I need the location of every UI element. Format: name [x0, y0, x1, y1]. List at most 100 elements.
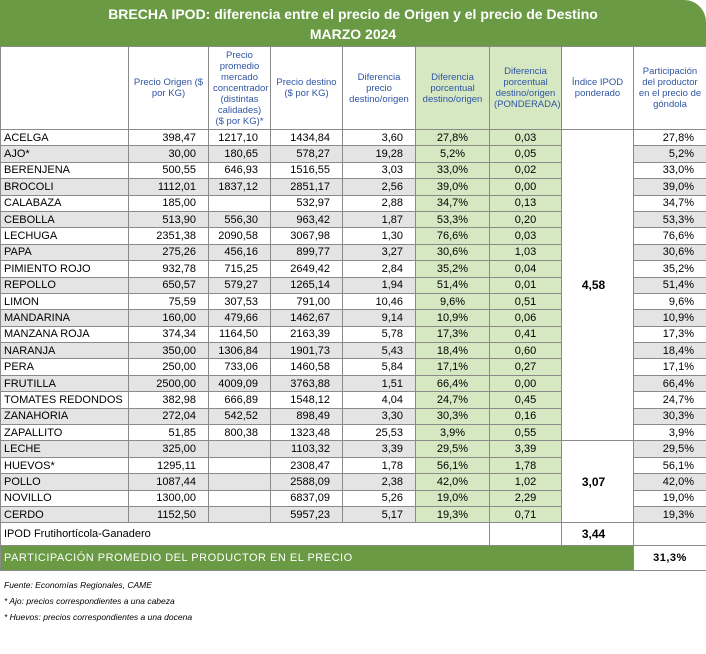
- ipod-value: 3,44: [561, 522, 634, 547]
- cell: 398,47: [128, 128, 209, 147]
- participacion-label: PARTICIPACIÓN PROMEDIO DEL PRODUCTOR EN …: [0, 545, 634, 572]
- cell: 30,6%: [633, 243, 706, 262]
- cell: 3067,98: [270, 227, 343, 245]
- header-cell: Índice IPOD ponderado: [561, 46, 634, 130]
- row-name: NOVILLO: [0, 489, 129, 507]
- cell: 17,1%: [633, 358, 706, 376]
- cell: 51,85: [128, 424, 209, 442]
- row-name: CEBOLLA: [0, 210, 129, 229]
- header-cell: Precio Origen ($ por KG): [128, 46, 209, 130]
- cell: 24,7%: [415, 391, 490, 409]
- cell: 24,7%: [633, 391, 706, 409]
- cell: 0,05: [489, 145, 562, 163]
- cell: 29,5%: [415, 440, 490, 458]
- cell: 0,71: [489, 505, 562, 524]
- cell: 272,04: [128, 407, 209, 426]
- cell: 76,6%: [415, 227, 490, 245]
- cell: 0,06: [489, 309, 562, 327]
- cell: 2308,47: [270, 456, 343, 475]
- cell: 0,02: [489, 161, 562, 180]
- cell: 10,46: [342, 292, 416, 311]
- cell: 35,2%: [633, 260, 706, 278]
- cell: 1462,67: [270, 309, 343, 327]
- cell: 307,53: [208, 292, 271, 311]
- cell: 1,87: [342, 210, 416, 229]
- note: * Ajo: precios correspondientes a una ca…: [4, 596, 175, 607]
- data-row: AJO* 30,00 180,65 578,27 19,28 5,2% 0,05 5,2%: [0, 145, 706, 163]
- cell: 180,65: [208, 145, 271, 163]
- note: Fuente: Economías Regionales, CAME: [4, 580, 152, 591]
- ipod-row: IPOD Frutihortícola-Ganadero 3,44: [0, 522, 706, 547]
- cell: 374,34: [128, 325, 209, 344]
- cell: 10,9%: [633, 309, 706, 327]
- row-name: ACELGA: [0, 128, 129, 147]
- data-row: PERA 250,00 733,06 1460,58 5,84 17,1% 0,27 17,1…: [0, 358, 706, 376]
- cell: 6837,09: [270, 489, 343, 507]
- cell: [208, 489, 271, 507]
- cell: 9,6%: [415, 292, 490, 311]
- cell: 27,8%: [633, 128, 706, 147]
- data-row: FRUTILLA 2500,00 4009,09 3763,88 1,51 66,4% 0,…: [0, 374, 706, 393]
- header-cell: Diferencia porcentual destino/origen: [415, 46, 490, 130]
- cell: 53,3%: [633, 210, 706, 229]
- cell: 2649,42: [270, 260, 343, 278]
- cell: 19,3%: [415, 505, 490, 524]
- cell: 0,01: [489, 276, 562, 294]
- row-name: MANDARINA: [0, 309, 129, 327]
- cell: 2163,39: [270, 325, 343, 344]
- cell: 9,6%: [633, 292, 706, 311]
- cell: 51,4%: [415, 276, 490, 294]
- cell: 5,2%: [415, 145, 490, 163]
- cell: 2500,00: [128, 374, 209, 393]
- cell: 5,78: [342, 325, 416, 344]
- cell: 4009,09: [208, 374, 271, 393]
- data-row: PAPA 275,26 456,16 899,77 3,27 30,6% 1,03 30,6%: [0, 243, 706, 262]
- subtitle: MARZO 2024: [309, 26, 397, 42]
- table-body: ACELGA 398,47 1217,10 1434,84 3,60 27,8% 0,03 4…: [0, 128, 706, 572]
- cell: 30,6%: [415, 243, 490, 262]
- cell: 5,43: [342, 342, 416, 360]
- cell: 25,53: [342, 424, 416, 442]
- cell: 10,9%: [415, 309, 490, 327]
- cell: 19,0%: [633, 489, 706, 507]
- cell: 456,16: [208, 243, 271, 262]
- cell: 382,98: [128, 391, 209, 409]
- cell: 250,00: [128, 358, 209, 376]
- cell: 898,49: [270, 407, 343, 426]
- cell: 160,00: [128, 309, 209, 327]
- cell: 2588,09: [270, 473, 343, 491]
- table: Precio Origen ($ por KG) Precio promedio …: [0, 46, 706, 572]
- cell: 18,4%: [415, 342, 490, 360]
- cell: 0,51: [489, 292, 562, 311]
- cell: 0,20: [489, 210, 562, 229]
- cell: 51,4%: [633, 276, 706, 294]
- row-name: TOMATES REDONDOS: [0, 391, 129, 409]
- cell: 1295,11: [128, 456, 209, 475]
- cell: 513,90: [128, 210, 209, 229]
- cell: 1,78: [342, 456, 416, 475]
- row-name: MANZANA ROJA: [0, 325, 129, 344]
- row-name: CERDO: [0, 505, 129, 524]
- row-name: REPOLLO: [0, 276, 129, 294]
- cell: 5957,23: [270, 505, 343, 524]
- cell: 350,00: [128, 342, 209, 360]
- cell: 0,00: [489, 374, 562, 393]
- cell: 66,4%: [415, 374, 490, 393]
- cell: 3,39: [342, 440, 416, 458]
- data-row: REPOLLO 650,57 579,27 1265,14 1,94 51,4% 0,01 5…: [0, 276, 706, 294]
- cell: 1103,32: [270, 440, 343, 458]
- cell: 17,1%: [415, 358, 490, 376]
- cell: 2,29: [489, 489, 562, 507]
- header-cell: [0, 46, 129, 130]
- cell: 532,97: [270, 194, 343, 212]
- cell: 325,00: [128, 440, 209, 458]
- cell: 1265,14: [270, 276, 343, 294]
- cell: 1,02: [489, 473, 562, 491]
- row-name: CALABAZA: [0, 194, 129, 212]
- cell: 932,78: [128, 260, 209, 278]
- cell: 2,88: [342, 194, 416, 212]
- cell: 4,04: [342, 391, 416, 409]
- cell: 75,59: [128, 292, 209, 311]
- cell: 19,3%: [633, 505, 706, 524]
